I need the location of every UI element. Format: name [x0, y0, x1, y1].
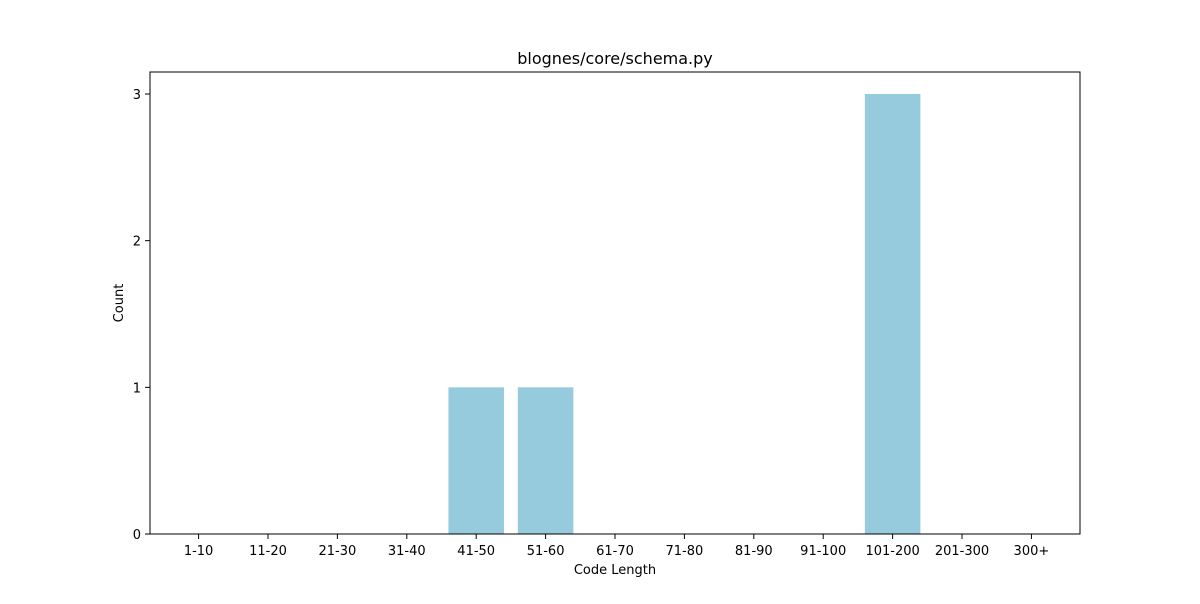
- y-tick-label: 2: [133, 235, 141, 250]
- y-axis-label: Count: [112, 284, 127, 323]
- y-tick-label: 3: [133, 88, 141, 103]
- x-tick-label: 31-40: [388, 544, 426, 559]
- x-tick-label: 51-60: [527, 544, 565, 559]
- x-tick-label: 1-10: [184, 544, 214, 559]
- y-tick-label: 0: [133, 528, 141, 543]
- x-ticks-layer: 1-10 11-20 21-30 31-40 41-50 51-60 61-70 71-80 8…: [184, 534, 1049, 559]
- x-tick-label: 81-90: [735, 544, 773, 559]
- x-tick-label: 41-50: [457, 544, 495, 559]
- plot-area-frame: [149, 71, 1081, 535]
- x-tick-label: 61-70: [596, 544, 634, 559]
- y-ticks-layer: 0 1 2 3: [133, 88, 150, 543]
- x-tick-label: 71-80: [666, 544, 704, 559]
- bars-layer: [448, 94, 921, 534]
- bar-51-60: [517, 387, 574, 534]
- bar-41-50: [448, 387, 504, 534]
- x-tick-label: 300+: [1014, 544, 1050, 559]
- chart-title: blognes/core/schema.py: [517, 49, 713, 68]
- x-tick-label: 11-20: [249, 544, 287, 559]
- y-tick-label: 1: [133, 381, 141, 396]
- bar-101-200: [864, 94, 921, 534]
- x-axis-label: Code Length: [574, 563, 656, 578]
- x-tick-label: 101-200: [865, 544, 919, 559]
- x-tick-label: 21-30: [318, 544, 356, 559]
- x-tick-label: 201-300: [935, 544, 989, 559]
- x-tick-label: 91-100: [800, 544, 846, 559]
